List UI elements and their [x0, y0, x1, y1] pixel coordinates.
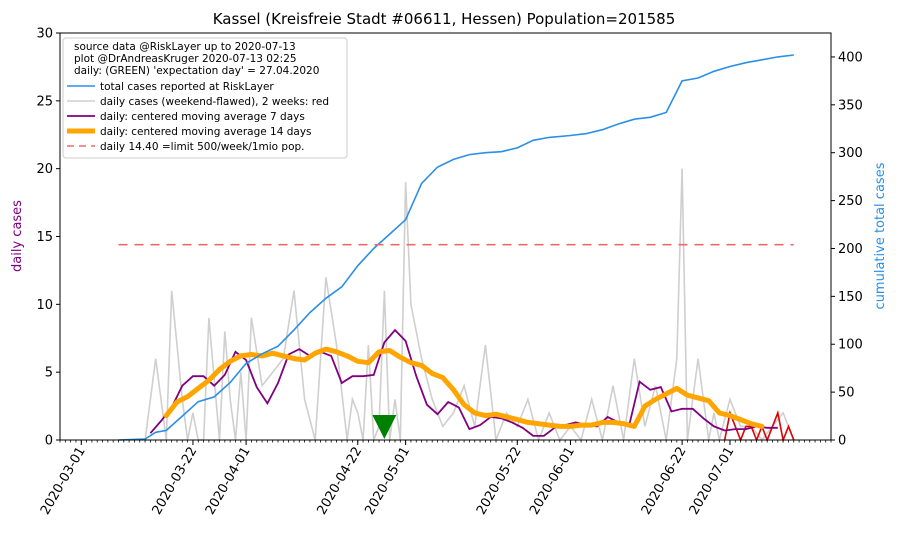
x-tick-label: 2020-06-22	[639, 445, 690, 518]
right-tick-label: 350	[838, 98, 863, 113]
left-tick-label: 5	[45, 366, 53, 381]
legend-entry-total: total cases reported at RiskLayer	[100, 81, 274, 93]
legend-entry-daily: daily cases (weekend-flawed), 2 weeks: r…	[100, 96, 329, 108]
right-tick-label: 100	[838, 338, 863, 353]
chart-title: Kassel (Kreisfreie Stadt #06611, Hessen)…	[213, 10, 676, 28]
series-ma7-line	[149, 328, 778, 437]
right-tick-label: 200	[838, 242, 863, 257]
left-axis-label: daily cases	[10, 200, 25, 272]
legend-header-line: plot @DrAndreasKruger 2020-07-13 02:25	[74, 53, 297, 65]
x-tick-label: 2020-07-01	[687, 445, 738, 518]
left-tick-label: 25	[36, 94, 53, 109]
legend-box	[62, 37, 348, 159]
legend: source data @RiskLayer up to 2020-07-13 …	[62, 37, 348, 159]
left-tick-label: 20	[36, 162, 53, 177]
right-tick-label: 250	[838, 194, 863, 209]
right-tick-label: 150	[838, 290, 863, 305]
legend-entry-limit: daily 14.40 =limit 500/week/1mio pop.	[100, 141, 305, 153]
legend-header-line: source data @RiskLayer up to 2020-07-13	[74, 41, 296, 53]
x-tick-label: 2020-04-22	[314, 445, 365, 518]
plot-lines	[118, 54, 795, 443]
left-tick-label: 10	[36, 298, 53, 313]
left-tick-label: 30	[36, 27, 53, 42]
left-tick-label: 15	[36, 230, 53, 245]
right-tick-label: 300	[838, 146, 863, 161]
expectation-day-marker	[372, 415, 397, 439]
x-tick-label: 2020-04-01	[203, 445, 254, 518]
series-daily-line	[144, 168, 795, 443]
series-total-line	[118, 54, 794, 441]
x-tick-label: 2020-06-01	[527, 445, 578, 518]
left-tick-label: 0	[45, 434, 53, 449]
x-tick-label: 2020-03-01	[38, 445, 89, 518]
x-tick-label: 2020-03-22	[150, 445, 201, 518]
series-ma14-line	[163, 346, 765, 429]
x-tick-label: 2020-05-01	[362, 445, 413, 518]
right-tick-label: 50	[838, 386, 855, 401]
legend-entry-ma14: daily: centered moving average 14 days	[100, 126, 312, 138]
legend-entry-ma7: daily: centered moving average 7 days	[100, 111, 305, 123]
x-tick-label: 2020-05-22	[474, 445, 525, 518]
right-axis-label: cumulative total cases	[873, 162, 888, 309]
legend-header-line: daily: (GREEN) 'expectation day' = 27.04…	[74, 65, 319, 77]
right-tick-label: 400	[838, 50, 863, 65]
right-tick-label: 0	[838, 434, 846, 449]
